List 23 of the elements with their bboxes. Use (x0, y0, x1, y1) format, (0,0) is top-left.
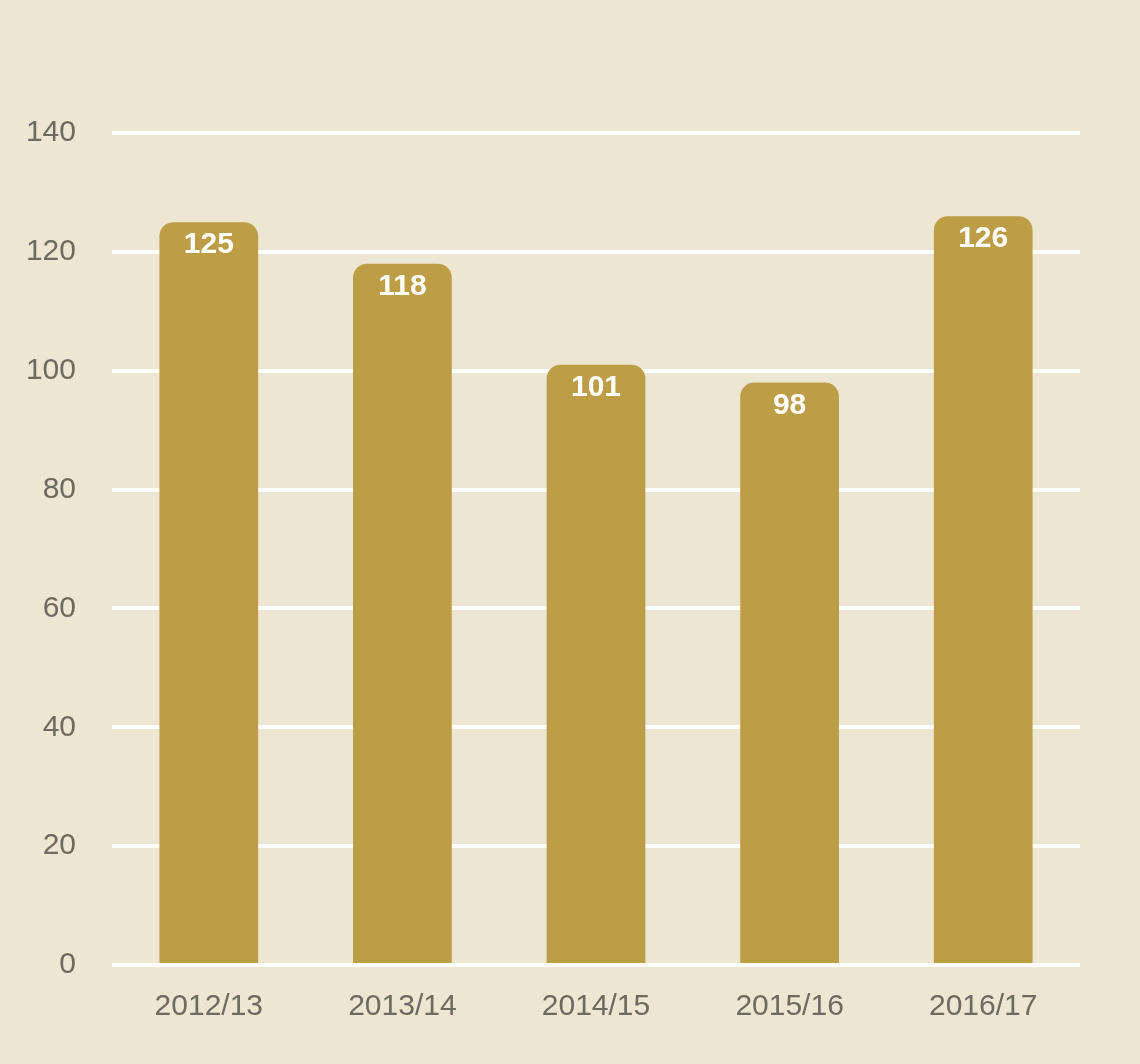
x-tick-label: 2014/15 (541, 988, 651, 1022)
y-tick-label: 40 (42, 708, 76, 742)
bar (740, 382, 839, 963)
data-label: 118 (378, 268, 427, 302)
data-label: 101 (570, 369, 622, 403)
y-tick-label: 0 (59, 946, 76, 980)
x-tick-label: 2013/14 (348, 988, 457, 1022)
y-tick-label: 100 (25, 351, 76, 385)
bar (159, 222, 259, 963)
data-label: 98 (772, 386, 807, 420)
bar (546, 364, 646, 963)
y-tick-label: 60 (42, 589, 76, 623)
data-label: 125 (183, 226, 234, 260)
y-tick-label: 20 (42, 827, 76, 861)
x-tick-label: 2015/16 (735, 988, 844, 1022)
bar (353, 263, 452, 963)
y-tick-label: 140 (25, 114, 76, 148)
y-tick-label: 120 (25, 233, 76, 267)
data-label: 126 (958, 220, 1009, 254)
x-tick-label: 2012/13 (154, 988, 264, 1022)
y-tick-label: 80 (42, 470, 76, 504)
x-tick-label: 2016/17 (928, 988, 1038, 1022)
bar (933, 216, 1033, 963)
